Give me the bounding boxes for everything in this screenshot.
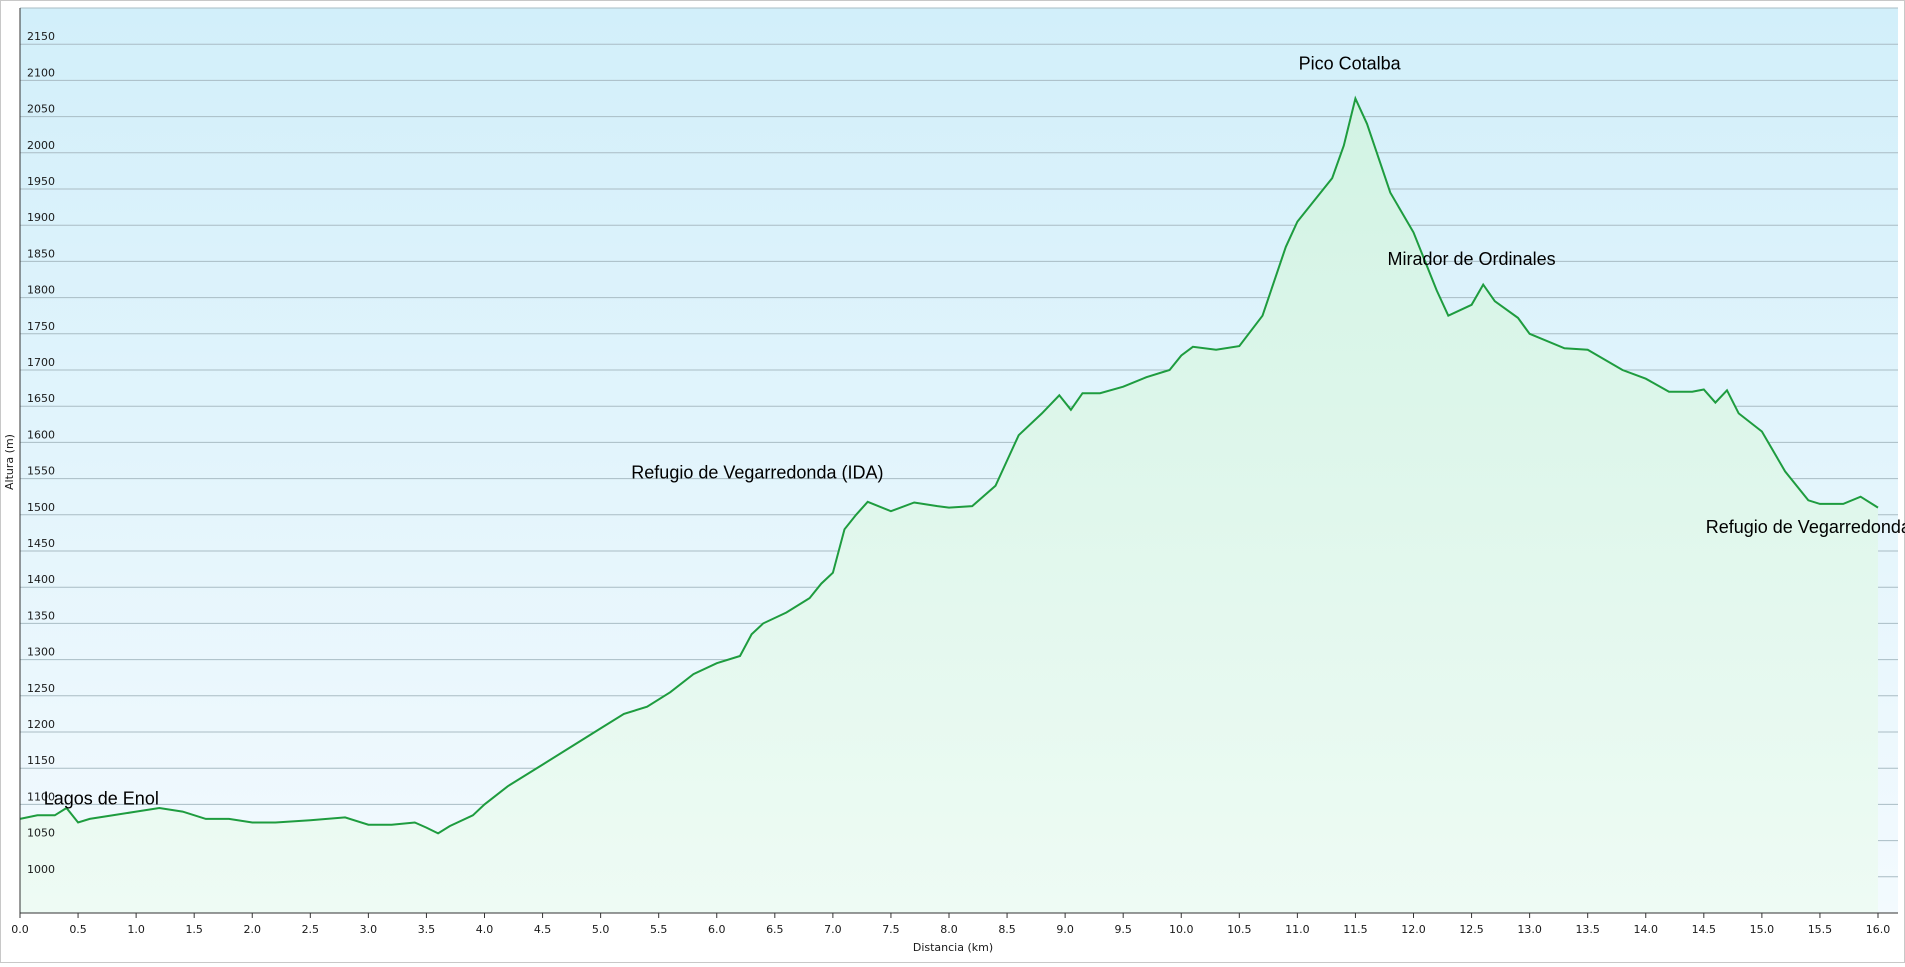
y-tick-label: 1600 (27, 428, 55, 441)
annotation-label: Pico Cotalba (1299, 54, 1402, 74)
x-tick-label: 13.5 (1575, 923, 1600, 936)
y-tick-label: 1250 (27, 682, 55, 695)
x-tick-label: 1.5 (185, 923, 203, 936)
x-tick-label: 12.0 (1401, 923, 1426, 936)
y-tick-label: 1700 (27, 356, 55, 369)
x-tick-label: 10.0 (1169, 923, 1194, 936)
x-tick-label: 12.5 (1459, 923, 1484, 936)
y-tick-label: 2050 (27, 103, 55, 116)
elevation-area-fill (20, 98, 1878, 913)
y-tick-label: 1200 (27, 718, 55, 731)
x-tick-label: 9.0 (1056, 923, 1074, 936)
x-axis-ticks: 0.0 0.5 1.0 1.5 2.0 2.5 3.0 3.5 4.0 4.5 5.0 5.5 6.0 6… (11, 913, 1890, 936)
annotation-label: Refugio de Vegarredonda (1706, 517, 1905, 537)
x-tick-label: 11.0 (1285, 923, 1310, 936)
x-tick-label: 13.0 (1517, 923, 1542, 936)
x-tick-label: 14.5 (1692, 923, 1717, 936)
x-tick-label: 16.0 (1866, 923, 1891, 936)
x-tick-label: 4.0 (476, 923, 494, 936)
y-tick-label: 1900 (27, 211, 55, 224)
x-tick-label: 7.5 (882, 923, 900, 936)
x-tick-label: 2.5 (302, 923, 320, 936)
y-axis-ticks: 1000 1050 1100 1150 1200 1250 1300 1350 1400 1450… (27, 30, 55, 876)
y-tick-label: 1150 (27, 754, 55, 767)
y-tick-label: 1750 (27, 320, 55, 333)
y-tick-label: 2000 (27, 139, 55, 152)
x-tick-label: 3.5 (418, 923, 436, 936)
y-axis-title: Altura (m) (3, 434, 16, 490)
y-tick-label: 2150 (27, 30, 55, 43)
x-tick-label: 14.0 (1634, 923, 1659, 936)
x-tick-label: 0.0 (11, 923, 29, 936)
y-tick-label: 2100 (27, 66, 55, 79)
y-tick-label: 1800 (27, 284, 55, 297)
x-tick-label: 4.5 (534, 923, 552, 936)
x-tick-label: 3.0 (360, 923, 378, 936)
elevation-series-line (19, 95, 1879, 835)
x-tick-label: 6.0 (708, 923, 726, 936)
x-tick-label: 10.5 (1227, 923, 1252, 936)
y-tick-label: 1400 (27, 573, 55, 586)
y-tick-label: 1650 (27, 392, 55, 405)
annotation-label: Refugio de Vegarredonda (IDA) (631, 463, 883, 483)
x-tick-label: 9.5 (1114, 923, 1132, 936)
x-tick-label: 5.5 (650, 923, 668, 936)
x-tick-label: 5.0 (592, 923, 610, 936)
y-tick-label: 1050 (27, 827, 55, 840)
y-tick-label: 1300 (27, 646, 55, 659)
x-tick-label: 7.0 (824, 923, 842, 936)
y-tick-label: 1450 (27, 537, 55, 550)
y-tick-label: 1850 (27, 247, 55, 260)
x-tick-label: 15.0 (1750, 923, 1775, 936)
y-tick-label: 1000 (27, 863, 55, 876)
x-tick-label: 8.5 (998, 923, 1016, 936)
y-tick-label: 1500 (27, 501, 55, 514)
y-tick-label: 1550 (27, 465, 55, 478)
x-tick-label: 15.5 (1808, 923, 1833, 936)
y-tick-label: 1100 (27, 790, 55, 803)
annotation-label: Mirador de Ordinales (1388, 249, 1556, 269)
x-tick-label: 2.0 (244, 923, 262, 936)
x-tick-label: 8.0 (940, 923, 958, 936)
x-tick-label: 11.5 (1343, 923, 1368, 936)
x-tick-label: 0.5 (69, 923, 87, 936)
x-tick-label: 1.0 (127, 923, 145, 936)
x-axis-title: Distancia (km) (913, 941, 993, 954)
x-tick-label: 6.5 (766, 923, 784, 936)
y-tick-label: 1350 (27, 609, 55, 622)
annotation-label: Lagos de Enol (44, 788, 159, 808)
annotations: Pico Cotalba Mirador de Ordinales Refugio … (44, 54, 1905, 809)
y-tick-label: 1950 (27, 175, 55, 188)
